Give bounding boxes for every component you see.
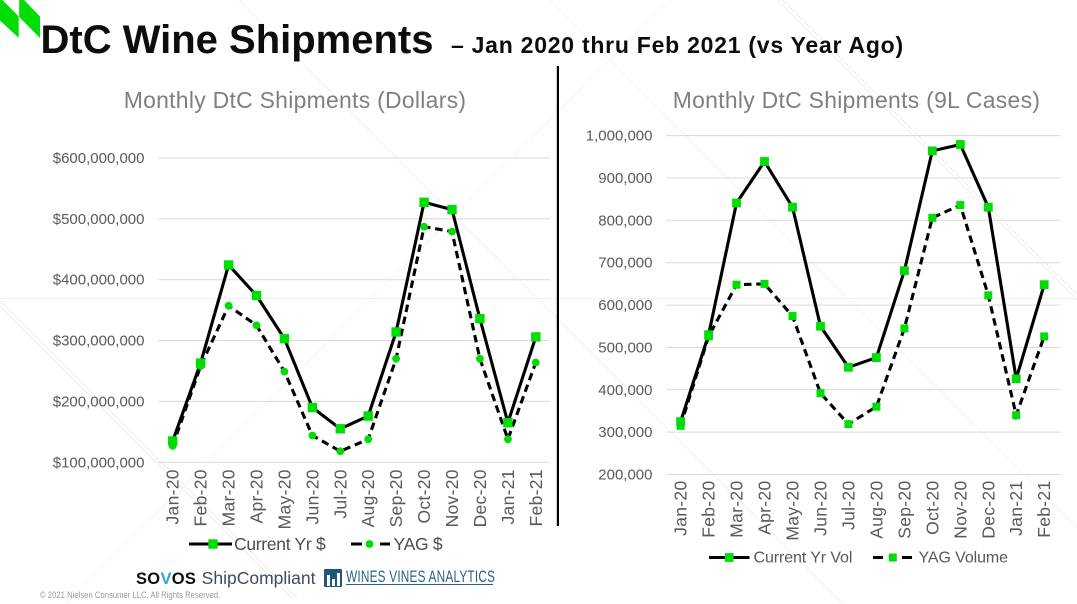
svg-text:YAG Volume: YAG Volume (919, 550, 1009, 567)
svg-text:Current Yr $: Current Yr $ (234, 534, 326, 554)
svg-text:700,000: 700,000 (598, 255, 652, 272)
svg-text:500,000: 500,000 (598, 339, 652, 356)
svg-text:Jul-20: Jul-20 (838, 481, 858, 530)
svg-text:$300,000,000: $300,000,000 (53, 333, 145, 350)
svg-text:$200,000,000: $200,000,000 (53, 393, 145, 410)
svg-text:Feb-21: Feb-21 (526, 469, 546, 526)
svg-text:900,000: 900,000 (598, 170, 652, 187)
svg-text:200,000: 200,000 (598, 467, 652, 484)
svg-text:YAG $: YAG $ (394, 534, 443, 554)
svg-text:Apr-20: Apr-20 (755, 481, 775, 535)
svg-text:$600,000,000: $600,000,000 (53, 150, 145, 167)
svg-text:Oct-20: Oct-20 (414, 469, 434, 523)
svg-text:300,000: 300,000 (598, 424, 652, 441)
svg-text:$500,000,000: $500,000,000 (53, 211, 145, 228)
svg-text:$100,000,000: $100,000,000 (53, 454, 145, 471)
svg-text:400,000: 400,000 (598, 382, 652, 399)
svg-text:1,000,000: 1,000,000 (586, 128, 653, 145)
svg-text:Jun-20: Jun-20 (811, 481, 831, 536)
svg-text:Feb-20: Feb-20 (191, 469, 211, 526)
svg-text:Nov-20: Nov-20 (950, 481, 970, 539)
svg-text:Jul-20: Jul-20 (330, 469, 350, 518)
svg-text:Sep-20: Sep-20 (386, 469, 406, 527)
svg-text:Aug-20: Aug-20 (866, 481, 886, 539)
svg-text:Jan-20: Jan-20 (671, 481, 691, 536)
svg-text:Jan-20: Jan-20 (163, 469, 183, 524)
svg-text:Current Yr Vol: Current Yr Vol (754, 550, 853, 567)
svg-text:$400,000,000: $400,000,000 (53, 272, 145, 289)
svg-text:600,000: 600,000 (598, 297, 652, 314)
svg-text:Feb-20: Feb-20 (699, 481, 719, 538)
svg-text:Sep-20: Sep-20 (894, 481, 914, 539)
svg-text:Mar-20: Mar-20 (727, 481, 747, 538)
svg-text:Dec-20: Dec-20 (978, 481, 998, 539)
svg-text:Mar-20: Mar-20 (219, 469, 239, 526)
svg-text:Feb-21: Feb-21 (1034, 481, 1054, 538)
svg-text:Aug-20: Aug-20 (358, 469, 378, 527)
svg-text:Apr-20: Apr-20 (247, 469, 267, 523)
svg-text:Jun-20: Jun-20 (302, 469, 322, 524)
svg-text:800,000: 800,000 (598, 212, 652, 229)
svg-text:Jan-21: Jan-21 (498, 469, 518, 524)
svg-text:May-20: May-20 (274, 469, 294, 529)
svg-text:Jan-21: Jan-21 (1006, 481, 1026, 536)
svg-text:May-20: May-20 (783, 481, 803, 541)
svg-text:Dec-20: Dec-20 (470, 469, 490, 527)
svg-text:Oct-20: Oct-20 (922, 481, 942, 535)
svg-text:Nov-20: Nov-20 (442, 469, 462, 527)
